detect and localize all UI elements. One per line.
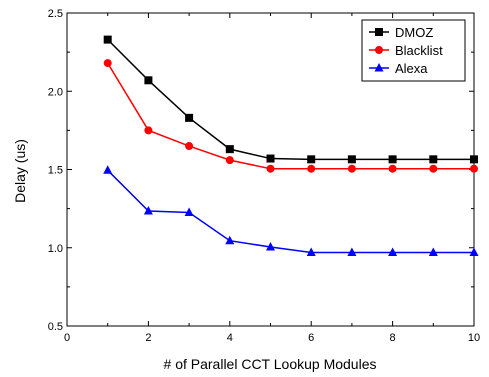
series-alexa: [103, 165, 479, 256]
data-point: [470, 155, 478, 164]
data-point: [144, 76, 153, 85]
y-tick-label: 2.5: [48, 8, 63, 20]
data-point: [144, 126, 153, 135]
data-point: [225, 145, 234, 154]
legend-label: DMOZ: [395, 25, 433, 40]
data-point: [388, 155, 397, 164]
y-tick-label: 1.0: [48, 243, 63, 255]
x-tick-label: 0: [64, 332, 70, 344]
data-point: [347, 155, 356, 164]
series-line: [107, 62, 474, 170]
series-blacklist: [103, 59, 478, 173]
x-tick-label: 2: [145, 332, 151, 344]
data-point: [185, 113, 194, 122]
data-point: [266, 164, 275, 173]
legend-label: Blacklist: [395, 43, 443, 58]
data-point: [103, 59, 112, 68]
x-tick-label: 4: [227, 332, 233, 344]
data-point: [266, 241, 275, 251]
series-dmoz: [103, 35, 478, 164]
data-point: [347, 164, 356, 173]
series-line: [107, 169, 474, 254]
x-tick-label: 10: [468, 332, 480, 344]
y-tick-label: 2.0: [48, 86, 63, 98]
data-point: [429, 164, 438, 173]
data-point: [225, 235, 235, 245]
x-axis-title: # of Parallel CCT Lookup Modules: [164, 356, 377, 372]
y-axis-title: Delay (us): [12, 139, 28, 203]
y-tick-label: 1.5: [48, 165, 63, 177]
data-point: [470, 164, 478, 173]
series-layer: [103, 35, 479, 256]
data-point: [307, 164, 316, 173]
legend-marker: [375, 28, 383, 36]
x-tick-label: 6: [308, 332, 314, 344]
legend: DMOZ Blacklist Alexa: [361, 19, 466, 82]
data-point: [266, 154, 275, 163]
data-point: [306, 247, 316, 256]
data-point: [388, 247, 398, 256]
legend-marker: [375, 46, 383, 54]
legend-marker: [374, 63, 384, 72]
data-point: [225, 156, 234, 165]
data-point: [469, 247, 479, 256]
data-point: [184, 207, 194, 217]
data-point: [429, 155, 438, 164]
data-point: [347, 247, 357, 256]
series-line: [107, 39, 474, 161]
axes: 0 2 4 6 8 10 0.5 1.0 1.5 2.0 2.5: [48, 8, 480, 344]
x-tick-label: 8: [390, 332, 396, 344]
y-tick-label: 0.5: [48, 321, 63, 333]
data-point: [143, 205, 153, 215]
data-point: [428, 247, 438, 256]
data-point: [103, 165, 113, 174]
legend-label: Alexa: [395, 61, 428, 76]
data-point: [307, 155, 316, 164]
data-point: [185, 142, 194, 151]
data-point: [103, 35, 112, 44]
data-point: [388, 164, 397, 173]
